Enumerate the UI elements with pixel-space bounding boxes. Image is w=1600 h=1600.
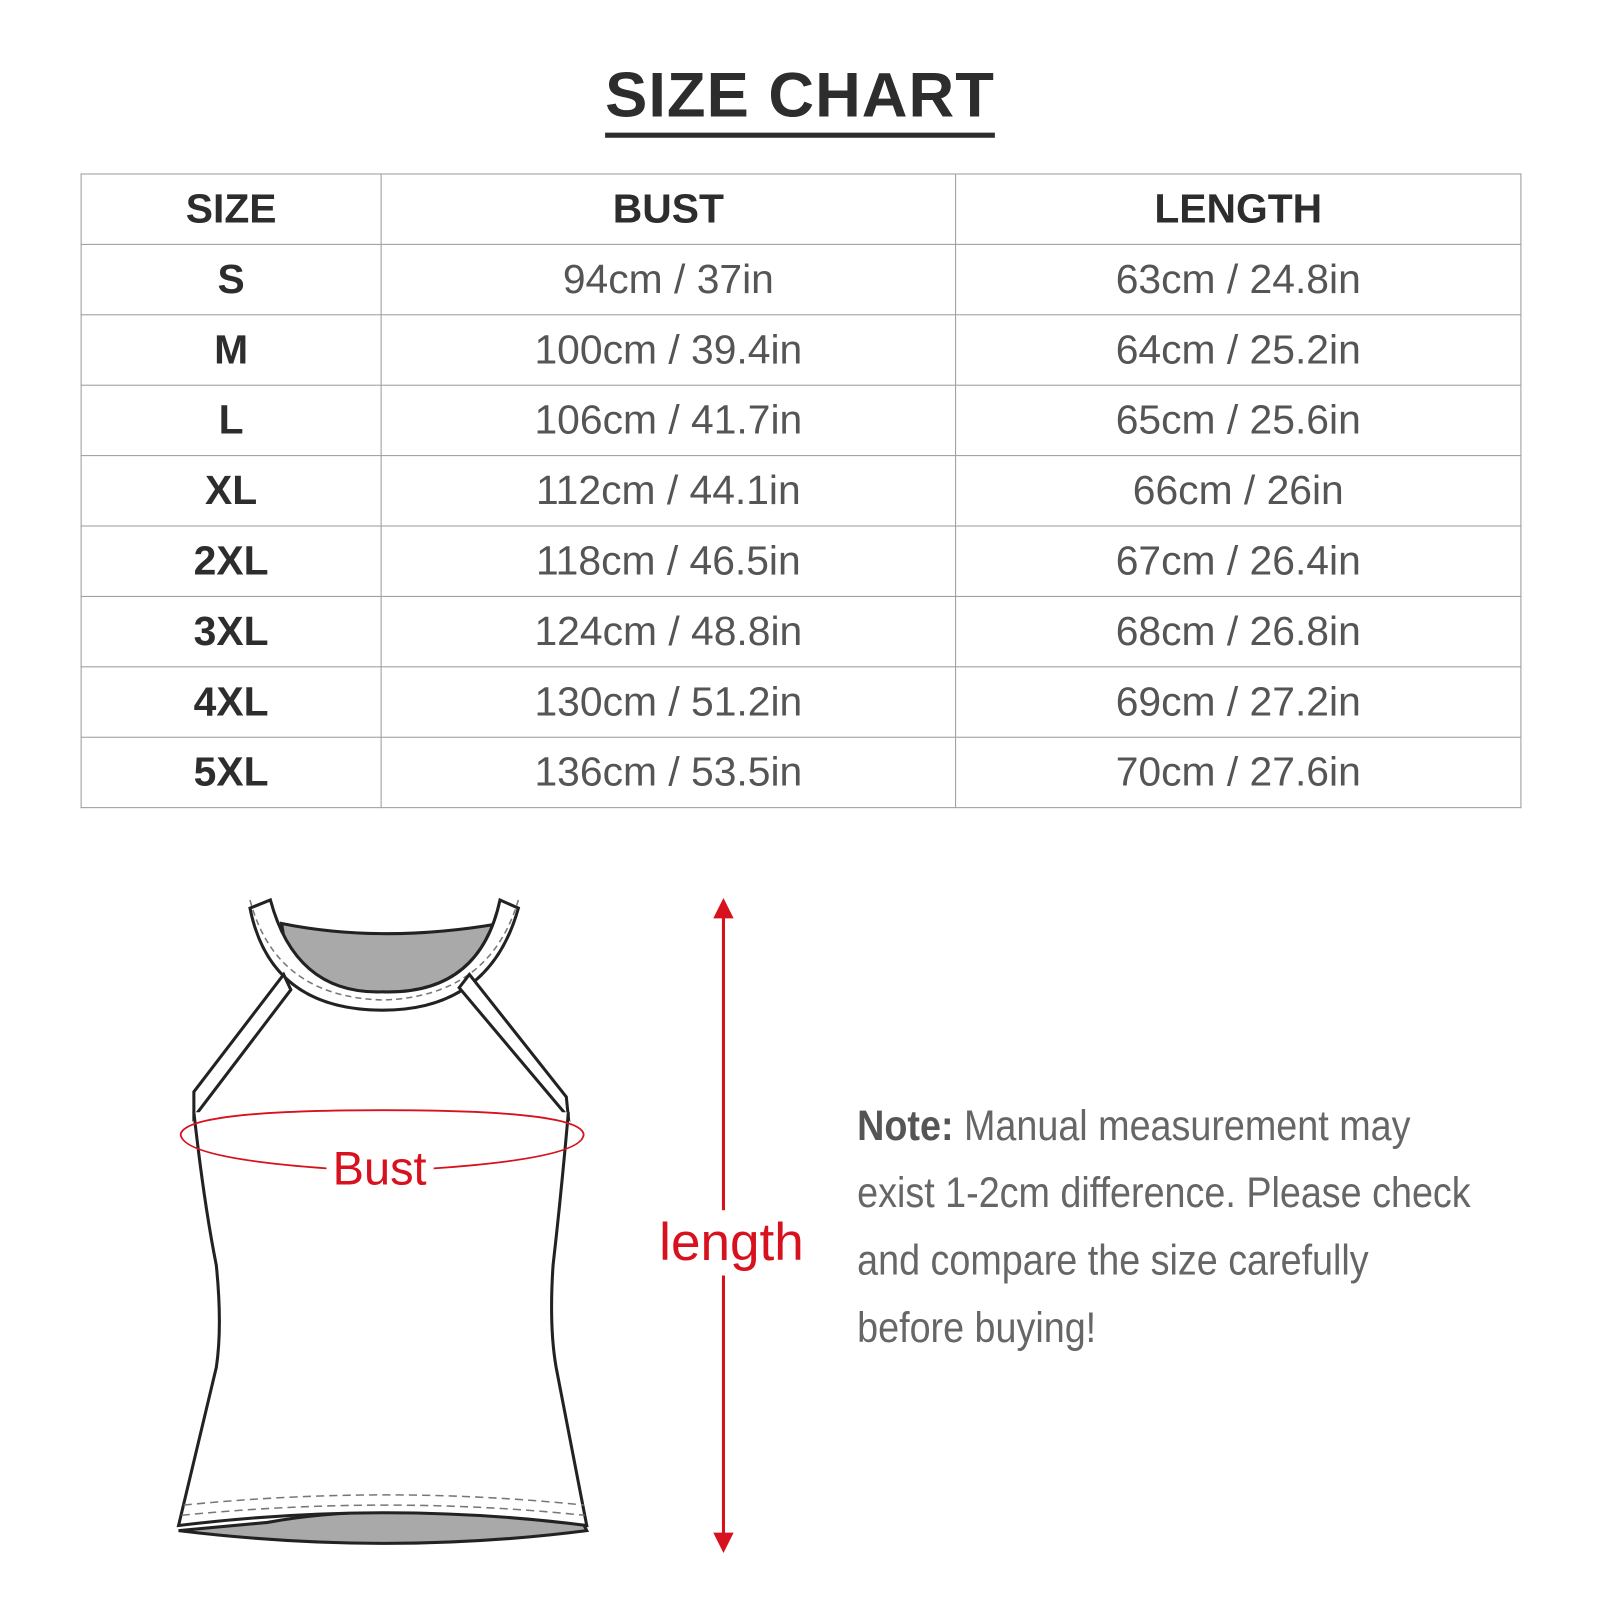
size-table: SIZE BUST LENGTH S 94cm / 37in 63cm / 24.8… (80, 173, 1522, 809)
cell-size: S (80, 243, 382, 316)
cell-length: 63cm / 24.8in (955, 243, 1522, 316)
cell-size: XL (80, 455, 382, 527)
cell-length: 67cm / 26.4in (955, 525, 1522, 597)
cell-bust: 94cm / 37in (380, 243, 957, 316)
page-title: SIZE CHART (0, 59, 1600, 138)
note: Note: Manual measurement may exist 1-2cm… (857, 1092, 1486, 1361)
cell-bust: 100cm / 39.4in (380, 314, 957, 386)
table-row: XL 112cm / 44.1in 66cm / 26in (80, 455, 1522, 527)
table-row: 4XL 130cm / 51.2in 69cm / 27.2in (80, 666, 1522, 738)
cell-bust: 118cm / 46.5in (380, 525, 957, 597)
table-row: M 100cm / 39.4in 64cm / 25.2in (80, 314, 1522, 386)
cell-bust: 124cm / 48.8in (380, 595, 957, 668)
cell-size: 3XL (80, 595, 382, 668)
table-row: 2XL 118cm / 46.5in 67cm / 26.4in (80, 525, 1522, 597)
note-label: Note: (857, 1101, 954, 1149)
cell-bust: 136cm / 53.5in (380, 736, 957, 809)
cell-size: M (80, 314, 382, 386)
cell-bust: 106cm / 41.7in (380, 384, 957, 457)
table-row: 3XL 124cm / 48.8in 68cm / 26.8in (80, 595, 1522, 668)
table-row: L 106cm / 41.7in 65cm / 25.6in (80, 384, 1522, 457)
cell-size: 4XL (80, 666, 382, 738)
bust-measure-line (179, 1109, 585, 1170)
table-row: S 94cm / 37in 63cm / 24.8in (80, 243, 1522, 316)
cell-size: 2XL (80, 525, 382, 597)
cell-length: 65cm / 25.6in (955, 384, 1522, 457)
header-size: SIZE (80, 173, 382, 245)
cell-length: 70cm / 27.6in (955, 736, 1522, 809)
note-text: Manual measurement may exist 1-2cm diffe… (857, 1101, 1471, 1352)
table-row: 5XL 136cm / 53.5in 70cm / 27.6in (80, 736, 1522, 809)
header-length: LENGTH (955, 173, 1522, 245)
cell-length: 66cm / 26in (955, 455, 1522, 527)
cell-bust: 130cm / 51.2in (380, 666, 957, 738)
length-label: length (659, 1210, 804, 1276)
cell-bust: 112cm / 44.1in (380, 455, 957, 527)
cell-length: 64cm / 25.2in (955, 314, 1522, 386)
bust-label: Bust (332, 1141, 427, 1195)
cell-length: 69cm / 27.2in (955, 666, 1522, 738)
cell-size: 5XL (80, 736, 382, 809)
cell-size: L (80, 384, 382, 457)
tank-top-illustration (176, 897, 590, 1545)
cell-length: 68cm / 26.8in (955, 595, 1522, 668)
